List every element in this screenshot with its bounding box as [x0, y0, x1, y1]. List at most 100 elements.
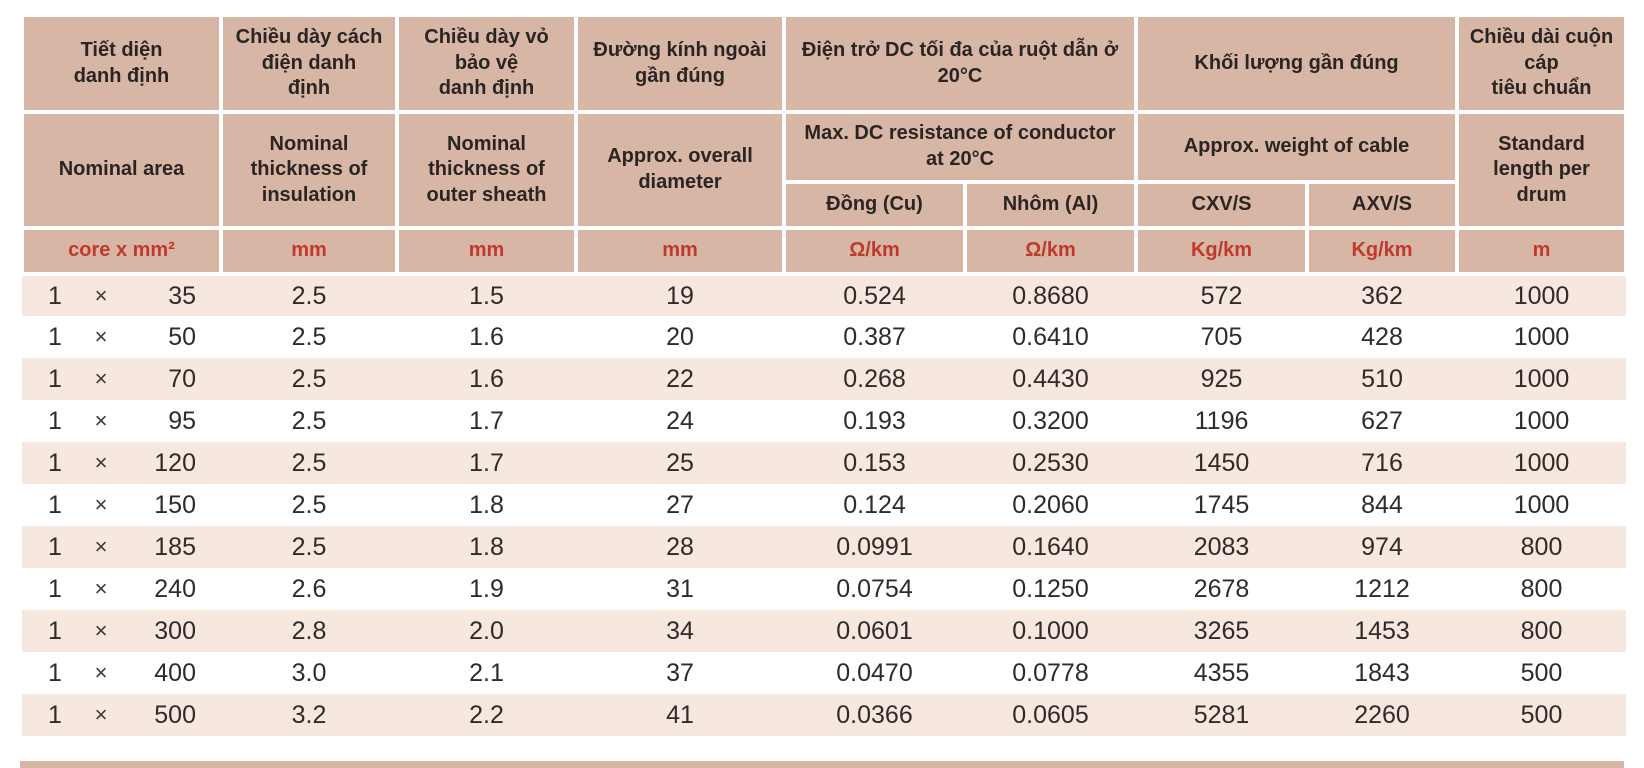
- value-cell: 2.8: [221, 610, 397, 652]
- value-cell: 2.5: [221, 358, 397, 400]
- nominal-area-cell: 1 × 70: [22, 358, 221, 400]
- core-count: 1: [48, 658, 62, 687]
- value-cell: 0.1000: [965, 610, 1137, 652]
- subheader-cxvs: CXV/S: [1134, 180, 1310, 230]
- core-count: 1: [48, 574, 62, 603]
- value-cell: 2.1: [397, 652, 576, 694]
- value-cell: 974: [1307, 526, 1458, 568]
- multiply-symbol: ×: [94, 408, 108, 433]
- value-cell: 20: [576, 316, 784, 358]
- conductor-size: 240: [154, 574, 196, 603]
- header-en-weight: Approx. weight of cable: [1134, 110, 1460, 184]
- header-row-english: Nominal area Nominal thickness of insula…: [20, 110, 1629, 230]
- value-cell: 0.1640: [965, 526, 1137, 568]
- table-row: 1 × 400 3.0 2.1 37 0.0470 0.0778 4355 1843 500: [22, 652, 1627, 694]
- value-cell: 500: [1457, 652, 1627, 694]
- value-cell: 2260: [1307, 694, 1458, 736]
- header-en-nominal-area: Nominal area: [20, 110, 223, 230]
- subheader-axvs: AXV/S: [1305, 180, 1460, 230]
- nominal-area-cell: 1 × 500: [22, 694, 221, 736]
- value-cell: 1212: [1307, 568, 1458, 610]
- table-row: 1 × 120 2.5 1.7 25 0.153 0.2530 1450 716 1000: [22, 442, 1627, 484]
- unit-core-mm2: core x mm²: [20, 226, 223, 276]
- core-count: 1: [48, 616, 62, 645]
- multiply-symbol: ×: [94, 534, 108, 559]
- value-cell: 716: [1307, 442, 1458, 484]
- value-cell: 3.0: [221, 652, 397, 694]
- multiply-symbol: ×: [94, 450, 108, 475]
- value-cell: 0.193: [784, 400, 965, 442]
- conductor-size: 185: [154, 532, 196, 561]
- value-cell: 1745: [1136, 484, 1308, 526]
- value-cell: 0.4430: [965, 358, 1137, 400]
- value-cell: 1000: [1457, 316, 1627, 358]
- subheader-aluminium: Nhôm (Al): [962, 180, 1139, 230]
- value-cell: 800: [1457, 610, 1627, 652]
- value-cell: 1.7: [397, 442, 576, 484]
- value-cell: 0.0605: [965, 694, 1137, 736]
- value-cell: 28: [576, 526, 784, 568]
- value-cell: 2.5: [221, 274, 397, 316]
- value-cell: 428: [1307, 316, 1458, 358]
- nominal-area-cell: 1 × 185: [22, 526, 221, 568]
- core-count: 1: [48, 700, 62, 729]
- table-header: Tiết diện danh định Chiều dày cách điện …: [20, 13, 1629, 276]
- header-vn-weight: Khối lượng gần đúng: [1134, 13, 1460, 114]
- value-cell: 2.5: [221, 526, 397, 568]
- core-count: 1: [48, 364, 62, 393]
- multiply-symbol: ×: [94, 660, 108, 685]
- value-cell: 1000: [1457, 442, 1627, 484]
- value-cell: 34: [576, 610, 784, 652]
- value-cell: 1.8: [397, 526, 576, 568]
- value-cell: 37: [576, 652, 784, 694]
- conductor-size: 400: [154, 658, 196, 687]
- table-row: 1 × 70 2.5 1.6 22 0.268 0.4430 925 510 1000: [22, 358, 1627, 400]
- value-cell: 2.6: [221, 568, 397, 610]
- header-vn-drum-length: Chiều dài cuộn cáp tiêu chuẩn: [1455, 13, 1629, 114]
- table-row: 1 × 185 2.5 1.8 28 0.0991 0.1640 2083 974 800: [22, 526, 1627, 568]
- core-count: 1: [48, 448, 62, 477]
- value-cell: 0.268: [784, 358, 965, 400]
- value-cell: 572: [1136, 274, 1308, 316]
- multiply-symbol: ×: [94, 618, 108, 643]
- value-cell: 0.387: [784, 316, 965, 358]
- value-cell: 0.1250: [965, 568, 1137, 610]
- value-cell: 2678: [1136, 568, 1308, 610]
- value-cell: 1.8: [397, 484, 576, 526]
- conductor-size: 500: [154, 700, 196, 729]
- core-count: 1: [48, 322, 62, 351]
- table-body: 1 × 35 2.5 1.5 19 0.524 0.8680 572 362 1000 1 × 50 2.5…: [22, 274, 1627, 736]
- value-cell: 0.0778: [965, 652, 1137, 694]
- header-vn-sheath: Chiều dày vỏ bảo vệ danh định: [395, 13, 578, 114]
- value-cell: 0.524: [784, 274, 965, 316]
- value-cell: 362: [1307, 274, 1458, 316]
- nominal-area-cell: 1 × 300: [22, 610, 221, 652]
- value-cell: 0.2060: [965, 484, 1137, 526]
- value-cell: 1000: [1457, 400, 1627, 442]
- conductor-size: 70: [168, 364, 196, 393]
- value-cell: 2.5: [221, 316, 397, 358]
- value-cell: 0.6410: [965, 316, 1137, 358]
- multiply-symbol: ×: [94, 702, 108, 727]
- value-cell: 510: [1307, 358, 1458, 400]
- table-row: 1 × 300 2.8 2.0 34 0.0601 0.1000 3265 1453 800: [22, 610, 1627, 652]
- table-row: 1 × 500 3.2 2.2 41 0.0366 0.0605 5281 2260 500: [22, 694, 1627, 736]
- value-cell: 2.5: [221, 400, 397, 442]
- nominal-area-cell: 1 × 150: [22, 484, 221, 526]
- value-cell: 1000: [1457, 484, 1627, 526]
- multiply-symbol: ×: [94, 283, 108, 308]
- value-cell: 844: [1307, 484, 1458, 526]
- value-cell: 24: [576, 400, 784, 442]
- value-cell: 0.3200: [965, 400, 1137, 442]
- nominal-area-cell: 1 × 50: [22, 316, 221, 358]
- conductor-size: 300: [154, 616, 196, 645]
- value-cell: 1000: [1457, 358, 1627, 400]
- core-count: 1: [48, 406, 62, 435]
- unit-mm-3: mm: [574, 226, 786, 276]
- header-en-insulation: Nominal thickness of insulation: [219, 110, 399, 230]
- header-en-sheath: Nominal thickness of outer sheath: [395, 110, 578, 230]
- value-cell: 0.0366: [784, 694, 965, 736]
- unit-kg-km-axvs: Kg/km: [1305, 226, 1460, 276]
- value-cell: 0.0754: [784, 568, 965, 610]
- value-cell: 3.2: [221, 694, 397, 736]
